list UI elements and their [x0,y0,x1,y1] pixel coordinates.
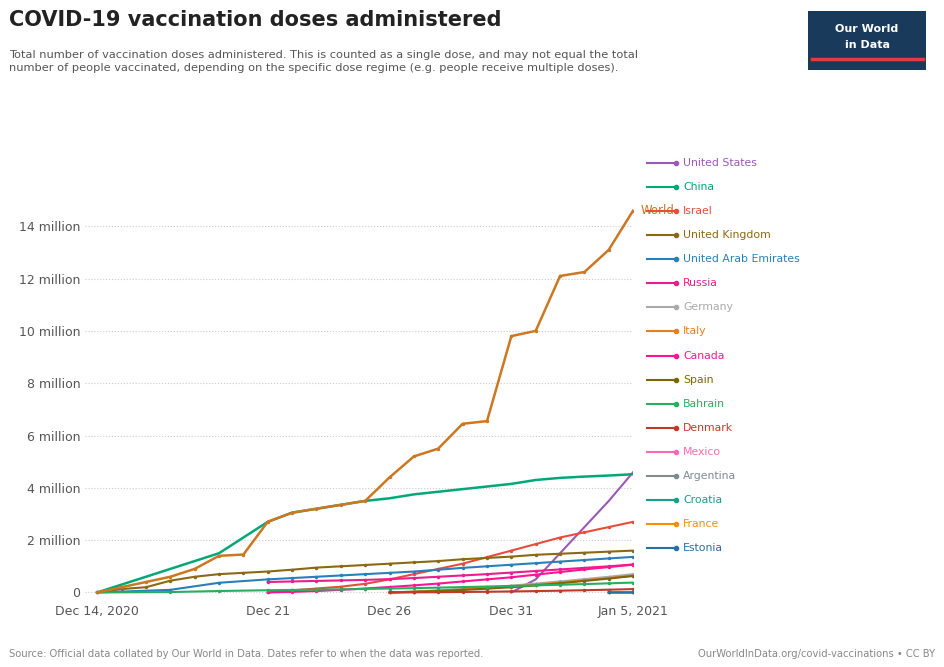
Text: United Arab Emirates: United Arab Emirates [683,255,800,264]
Text: Estonia: Estonia [683,543,722,552]
Text: Germany: Germany [683,303,733,312]
Text: Italy: Italy [683,327,706,336]
Text: OurWorldInData.org/covid-vaccinations • CC BY: OurWorldInData.org/covid-vaccinations • … [698,649,935,659]
Text: Denmark: Denmark [683,423,733,432]
Text: Our World: Our World [834,24,898,34]
Text: Total number of vaccination doses administered. This is counted as a single dose: Total number of vaccination doses admini… [9,50,638,73]
Text: Croatia: Croatia [683,495,721,504]
Text: in Data: in Data [844,41,888,51]
Text: Israel: Israel [683,207,712,216]
Text: United States: United States [683,159,756,168]
Text: Argentina: Argentina [683,471,735,480]
Text: Mexico: Mexico [683,447,720,456]
Text: Bahrain: Bahrain [683,399,724,408]
Text: World: World [640,204,674,217]
Text: United Kingdom: United Kingdom [683,231,770,240]
Text: Canada: Canada [683,351,724,360]
Text: COVID-19 vaccination doses administered: COVID-19 vaccination doses administered [9,10,501,30]
Text: Source: Official data collated by Our World in Data. Dates refer to when the dat: Source: Official data collated by Our Wo… [9,649,483,659]
Text: China: China [683,183,714,192]
Text: France: France [683,519,718,528]
Text: Spain: Spain [683,375,713,384]
Text: Russia: Russia [683,279,717,288]
